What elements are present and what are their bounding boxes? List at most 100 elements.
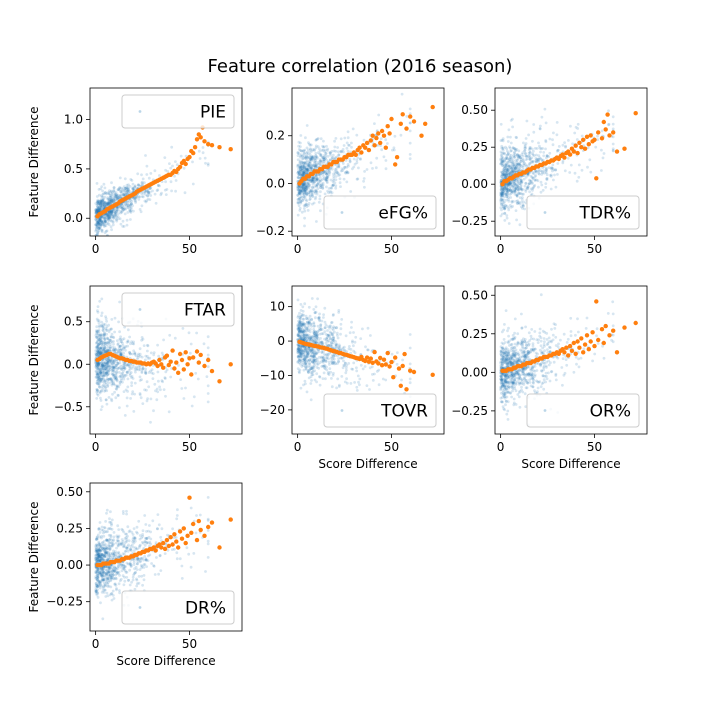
scatter-point — [305, 333, 309, 337]
scatter-point — [103, 331, 106, 335]
scatter-point — [505, 216, 509, 220]
scatter-point — [501, 173, 504, 176]
scatter-point — [326, 333, 330, 337]
scatter-point — [528, 157, 532, 161]
scatter-point — [105, 361, 109, 365]
scatter-point — [133, 352, 137, 355]
scatter-point — [343, 349, 347, 352]
scatter-point — [114, 348, 117, 352]
scatter-point — [102, 371, 105, 375]
scatter-point — [100, 324, 104, 328]
scatter-point — [106, 359, 110, 363]
scatter-point — [312, 308, 316, 311]
scatter-point — [311, 180, 315, 183]
binned-mean-point — [364, 140, 370, 146]
scatter-point — [104, 220, 107, 223]
scatter-point — [99, 335, 103, 338]
scatter-point — [527, 182, 531, 186]
scatter-point — [310, 178, 314, 181]
scatter-point — [121, 366, 125, 369]
scatter-point — [377, 368, 381, 372]
binned-mean-point — [198, 135, 203, 140]
scatter-point — [108, 348, 111, 352]
scatter-point — [516, 153, 519, 156]
scatter-point — [309, 398, 313, 402]
scatter-point — [118, 344, 122, 348]
scatter-point — [507, 196, 510, 199]
scatter-point — [98, 299, 102, 303]
scatter-point — [133, 185, 137, 189]
binned-mean-point — [573, 143, 578, 148]
scatter-point — [296, 188, 300, 192]
scatter-point — [303, 182, 306, 186]
scatter-point — [319, 337, 322, 340]
scatter-point — [121, 348, 124, 352]
scatter-point — [500, 156, 504, 160]
scatter-point — [501, 174, 505, 177]
scatter-point — [542, 154, 546, 158]
scatter-point — [299, 353, 303, 357]
scatter-point — [111, 210, 115, 214]
scatter-point — [133, 368, 137, 372]
scatter-point — [529, 174, 533, 178]
scatter-point — [113, 211, 117, 214]
scatter-point — [307, 164, 311, 168]
scatter-point — [323, 366, 326, 370]
scatter-point — [95, 210, 98, 214]
scatter-point — [101, 221, 104, 224]
scatter-point — [368, 366, 372, 370]
scatter-point — [311, 351, 315, 355]
scatter-point — [316, 145, 320, 149]
scatter-point — [299, 336, 303, 339]
scatter-point — [545, 154, 549, 157]
scatter-point — [98, 367, 101, 371]
scatter-point — [304, 184, 308, 188]
scatter-point — [504, 174, 508, 178]
scatter-point — [115, 384, 119, 388]
scatter-point — [121, 375, 125, 379]
scatter-point — [513, 355, 517, 358]
scatter-point — [544, 139, 548, 142]
scatter-point — [147, 371, 151, 374]
scatter-point — [323, 150, 327, 154]
scatter-point — [375, 156, 379, 160]
scatter-point — [521, 204, 525, 208]
scatter-point — [101, 222, 104, 226]
scatter-point — [106, 213, 110, 217]
binned-mean-point — [622, 146, 627, 151]
scatter-point — [158, 385, 162, 389]
scatter-point — [518, 163, 521, 166]
scatter-point — [333, 330, 336, 334]
scatter-point — [113, 348, 117, 352]
scatter-point — [112, 359, 116, 363]
scatter-point — [304, 335, 308, 339]
scatter-point — [119, 190, 122, 194]
scatter-point — [114, 372, 118, 376]
scatter-point — [107, 357, 110, 360]
scatter-point — [96, 368, 100, 372]
scatter-point — [109, 198, 113, 202]
scatter-point — [310, 349, 314, 353]
scatter-point — [298, 161, 302, 165]
scatter-point — [102, 361, 106, 365]
legend-marker — [340, 409, 344, 412]
scatter-point — [299, 360, 303, 363]
scatter-point — [97, 202, 101, 206]
scatter-point — [306, 209, 310, 212]
scatter-point — [121, 364, 125, 367]
scatter-point — [106, 361, 109, 364]
scatter-point — [113, 192, 117, 196]
scatter-point — [300, 189, 303, 193]
scatter-point — [329, 344, 332, 348]
scatter-point — [301, 358, 305, 362]
scatter-point — [541, 158, 545, 162]
scatter-point — [314, 178, 318, 181]
scatter-point — [329, 344, 332, 347]
scatter-point — [314, 155, 317, 159]
scatter-point — [110, 369, 114, 373]
scatter-point — [555, 121, 559, 124]
scatter-point — [140, 355, 144, 359]
scatter-point — [523, 152, 527, 156]
scatter-point — [500, 191, 504, 195]
scatter-point — [501, 193, 504, 197]
